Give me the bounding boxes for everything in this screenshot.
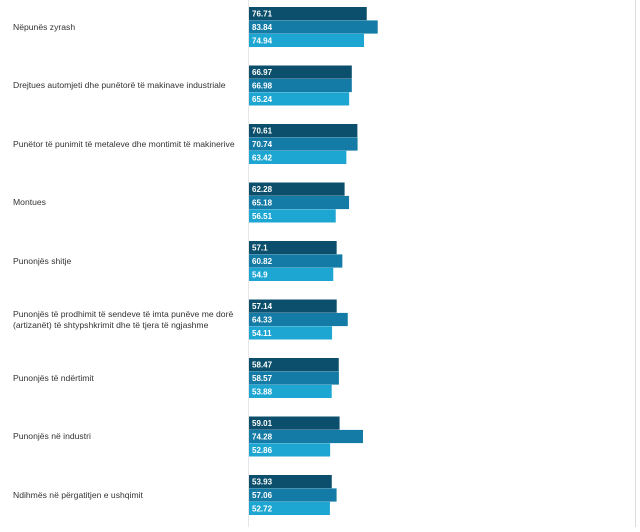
bar [249, 267, 334, 281]
bar [249, 416, 340, 430]
bar [249, 7, 367, 21]
bar [249, 150, 347, 164]
bar-value-label: 62.28 [252, 185, 273, 194]
bar [249, 358, 339, 372]
bar [249, 137, 358, 151]
bar [249, 65, 352, 79]
bar [249, 475, 332, 489]
bar-value-label: 70.61 [252, 127, 273, 136]
bar-value-label: 54.9 [252, 270, 268, 279]
category-label: Nëpunës zyrash [13, 21, 76, 32]
bar [249, 312, 348, 327]
bar-value-label: 64.33 [252, 316, 273, 325]
bar-value-label: 58.57 [252, 374, 273, 383]
bar [249, 384, 332, 398]
bar [249, 20, 378, 34]
category-label: Punonjës në industri [13, 431, 91, 441]
bar-value-label: 57.14 [252, 302, 273, 311]
bar [249, 371, 339, 385]
bar-value-label: 57.06 [252, 491, 273, 500]
bar-value-label: 63.42 [252, 153, 273, 162]
category-label: Punonjës shitje [13, 255, 72, 266]
bar-value-label: 70.74 [252, 140, 273, 149]
category-label: Drejtues automjeti dhe punëtorë të makin… [13, 80, 226, 90]
bar [249, 488, 337, 502]
bar-value-label: 66.98 [252, 82, 273, 91]
bar [249, 299, 337, 313]
bar [249, 326, 333, 340]
bar [249, 501, 330, 515]
bar-value-label: 66.97 [252, 68, 273, 77]
bar-value-label: 56.51 [252, 212, 273, 221]
category-label: Montues [13, 197, 46, 207]
bar-value-label: 74.94 [252, 36, 273, 45]
bar [249, 195, 350, 210]
bar [249, 241, 337, 255]
category-label: Ndihmës në përgatitjen e ushqimit [13, 489, 143, 500]
category-label: Punonjës të prodhimit të sendeve të imta… [13, 308, 234, 330]
bar-value-label: 59.01 [252, 419, 273, 428]
bar-value-label: 58.47 [252, 361, 273, 370]
bar [249, 124, 358, 138]
bar-value-label: 60.82 [252, 257, 273, 266]
bar-value-label: 83.84 [252, 23, 273, 32]
bar-value-label: 53.93 [252, 478, 273, 487]
bar [249, 33, 365, 47]
bar-value-label: 53.88 [252, 387, 273, 396]
bar-value-label: 54.11 [252, 329, 272, 338]
bar [249, 78, 352, 93]
bar-value-label: 65.18 [252, 199, 273, 208]
bar [249, 254, 343, 268]
category-label: Punëtor të punimit të metaleve dhe monti… [13, 138, 235, 149]
bar [249, 182, 345, 196]
category-label: Punonjës të ndërtimit [13, 372, 94, 383]
bar-value-label: 65.24 [252, 95, 273, 104]
bar [249, 443, 331, 457]
bar [249, 429, 364, 444]
bar [249, 92, 350, 106]
bar-value-label: 74.28 [252, 433, 273, 442]
bar [249, 209, 336, 223]
bar-value-label: 52.86 [252, 446, 273, 455]
bar-value-label: 57.1 [252, 244, 268, 253]
bar-value-label: 76.71 [252, 10, 273, 19]
bar-value-label: 52.72 [252, 504, 273, 513]
